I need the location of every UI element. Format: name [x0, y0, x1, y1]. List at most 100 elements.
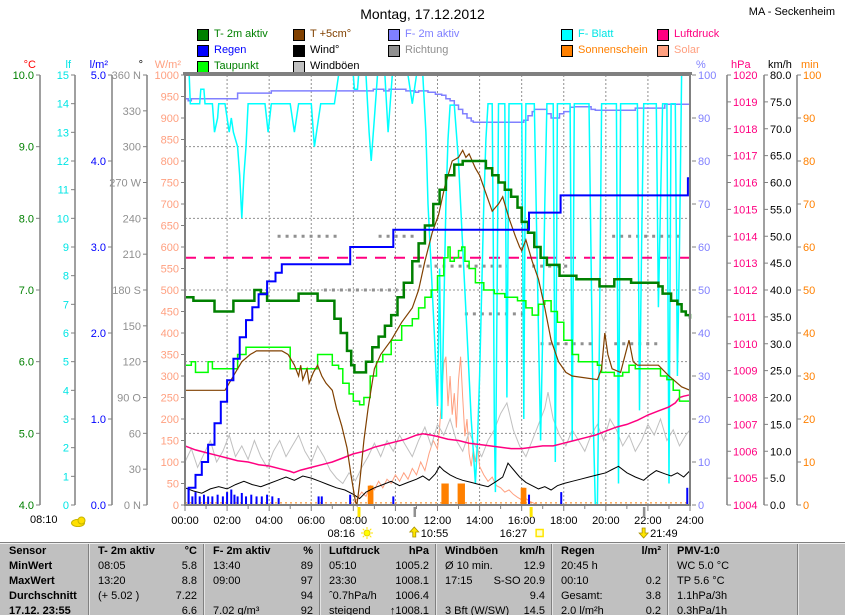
table-cell-windb-en: 17:15 S-SO 20.9	[435, 574, 552, 589]
svg-text:90 O: 90 O	[117, 393, 141, 405]
axis-kmh: 80.0 75.0 70.0 65.0 60.0 55.0 50.0 45.0 40.0 35.0…	[763, 59, 792, 512]
svg-text:850: 850	[161, 135, 179, 147]
station-label: MA - Seckenheim	[748, 6, 835, 18]
legend-label: F- Blatt	[578, 28, 614, 40]
svg-text:1020: 1020	[733, 70, 757, 82]
svg-text:65.0: 65.0	[770, 151, 791, 163]
svg-text:08:16: 08:16	[327, 528, 355, 540]
svg-text:1: 1	[63, 471, 69, 483]
table-cell-windb-en: Windböen km/h	[435, 544, 552, 559]
legend-label: Luftdruck	[674, 28, 720, 40]
cloud-icon	[71, 516, 86, 527]
svg-text:40: 40	[803, 328, 815, 340]
svg-text:40: 40	[698, 328, 710, 340]
svg-text:14: 14	[57, 99, 69, 111]
table-row: MaxWert 13:20 8.8 09:00 97 23:30 1008.1 17:15 S-…	[0, 574, 845, 589]
table-row: Sensor T- 2m aktiv °C F- 2m aktiv% Luftdruck…	[0, 544, 845, 559]
svg-text:5.0: 5.0	[770, 473, 785, 485]
svg-text:350: 350	[161, 350, 179, 362]
legend-label: Wind°	[310, 44, 340, 56]
svg-text:5.0: 5.0	[91, 70, 106, 82]
event-08-16-sun: 08:16	[327, 507, 373, 540]
svg-text:650: 650	[161, 221, 179, 233]
svg-text:06:00: 06:00	[297, 515, 325, 527]
axis-deg: 360 N 330 300 270 W 240 210 180 S 150 120 90 O 60 3…	[109, 59, 148, 512]
legend-label: Taupunkt	[214, 60, 259, 72]
svg-text:0: 0	[803, 500, 809, 512]
svg-text:600: 600	[161, 242, 179, 254]
legend-label: Windböen	[310, 60, 360, 72]
table-cell-regen: 20:45 h	[551, 559, 668, 574]
svg-text:800: 800	[161, 156, 179, 168]
svg-text:4.0: 4.0	[91, 156, 106, 168]
legend-label: Sonnenschein	[578, 44, 648, 56]
svg-text:15.0: 15.0	[770, 419, 791, 431]
svg-text:150: 150	[123, 321, 141, 333]
svg-text:hPa: hPa	[731, 59, 751, 71]
svg-text:90: 90	[698, 113, 710, 125]
svg-text:50: 50	[698, 285, 710, 297]
svg-text:100: 100	[698, 70, 716, 82]
svg-text:400: 400	[161, 328, 179, 340]
svg-text:80: 80	[803, 156, 815, 168]
svg-text:14:00: 14:00	[466, 515, 494, 527]
svg-text:250: 250	[161, 393, 179, 405]
table-cell-regen: Gesamt: 3.8	[551, 589, 668, 604]
svg-text:50.0: 50.0	[770, 231, 791, 243]
table-cell-filler	[797, 559, 845, 574]
table-cell-t-2m-aktiv: 08:05 5.8	[88, 559, 204, 574]
svg-text:%: %	[696, 59, 706, 71]
svg-text:5: 5	[63, 357, 69, 369]
svg-text:8.0: 8.0	[19, 213, 34, 225]
event-16-27-sun-outline: 16:27	[500, 507, 544, 540]
svg-text:30.0: 30.0	[770, 339, 791, 351]
table-cell-filler	[797, 574, 845, 589]
legend-swatch	[388, 29, 400, 41]
event-10-55-arrow-up: 10:55	[408, 507, 448, 540]
svg-text:30: 30	[803, 371, 815, 383]
svg-text:35.0: 35.0	[770, 312, 791, 324]
svg-text:11: 11	[58, 185, 69, 197]
svg-text:240: 240	[123, 213, 141, 225]
svg-text:25.0: 25.0	[770, 366, 791, 378]
svg-text:12:00: 12:00	[424, 515, 452, 527]
table-cell-regen: 2.0 l/m²h 0.2	[551, 604, 668, 615]
svg-text:04:00: 04:00	[255, 515, 283, 527]
svg-text:180 S: 180 S	[112, 285, 141, 297]
table-cell-windb-en: 3 Bft (W/SW) 14.5	[435, 604, 552, 615]
svg-text:550: 550	[161, 264, 179, 276]
series-t-5cm	[185, 148, 691, 508]
series-luftdruck	[184, 394, 691, 474]
dawn-marker: 08:10	[30, 514, 86, 527]
svg-text:70: 70	[803, 199, 815, 211]
svg-text:10: 10	[698, 457, 710, 469]
svg-text:60: 60	[803, 242, 815, 254]
svg-text:900: 900	[161, 113, 179, 125]
svg-text:18:00: 18:00	[550, 515, 578, 527]
svg-text:0: 0	[173, 500, 179, 512]
svg-text:10.0: 10.0	[13, 70, 34, 82]
svg-text:700: 700	[161, 199, 179, 211]
svg-text:02:00: 02:00	[213, 515, 241, 527]
svg-text:16:00: 16:00	[508, 515, 536, 527]
svg-text:270 W: 270 W	[109, 178, 141, 190]
svg-text:24:00: 24:00	[676, 515, 704, 527]
svg-text:10: 10	[803, 457, 815, 469]
svg-text:4: 4	[63, 385, 69, 397]
legend-swatch	[197, 29, 209, 41]
legend-swatch	[657, 29, 669, 41]
weather-chart: 10.09.08.07.06.05.04.0°C1514131211109876…	[13, 59, 822, 540]
table-cell-luftdruck: 05:10 1005.2	[319, 559, 436, 574]
svg-text:6: 6	[63, 328, 69, 340]
svg-text:9: 9	[63, 242, 69, 254]
legend-label: T- 2m aktiv	[214, 28, 268, 40]
svg-text:min: min	[801, 59, 819, 71]
svg-text:7.0: 7.0	[19, 285, 34, 297]
svg-text:15: 15	[57, 70, 69, 82]
series-f-2m-aktiv	[185, 88, 690, 124]
svg-text:1005: 1005	[733, 473, 757, 485]
svg-text:12: 12	[57, 156, 69, 168]
table-cell-windb-en: 9.4	[435, 589, 552, 604]
svg-text:750: 750	[161, 178, 179, 190]
